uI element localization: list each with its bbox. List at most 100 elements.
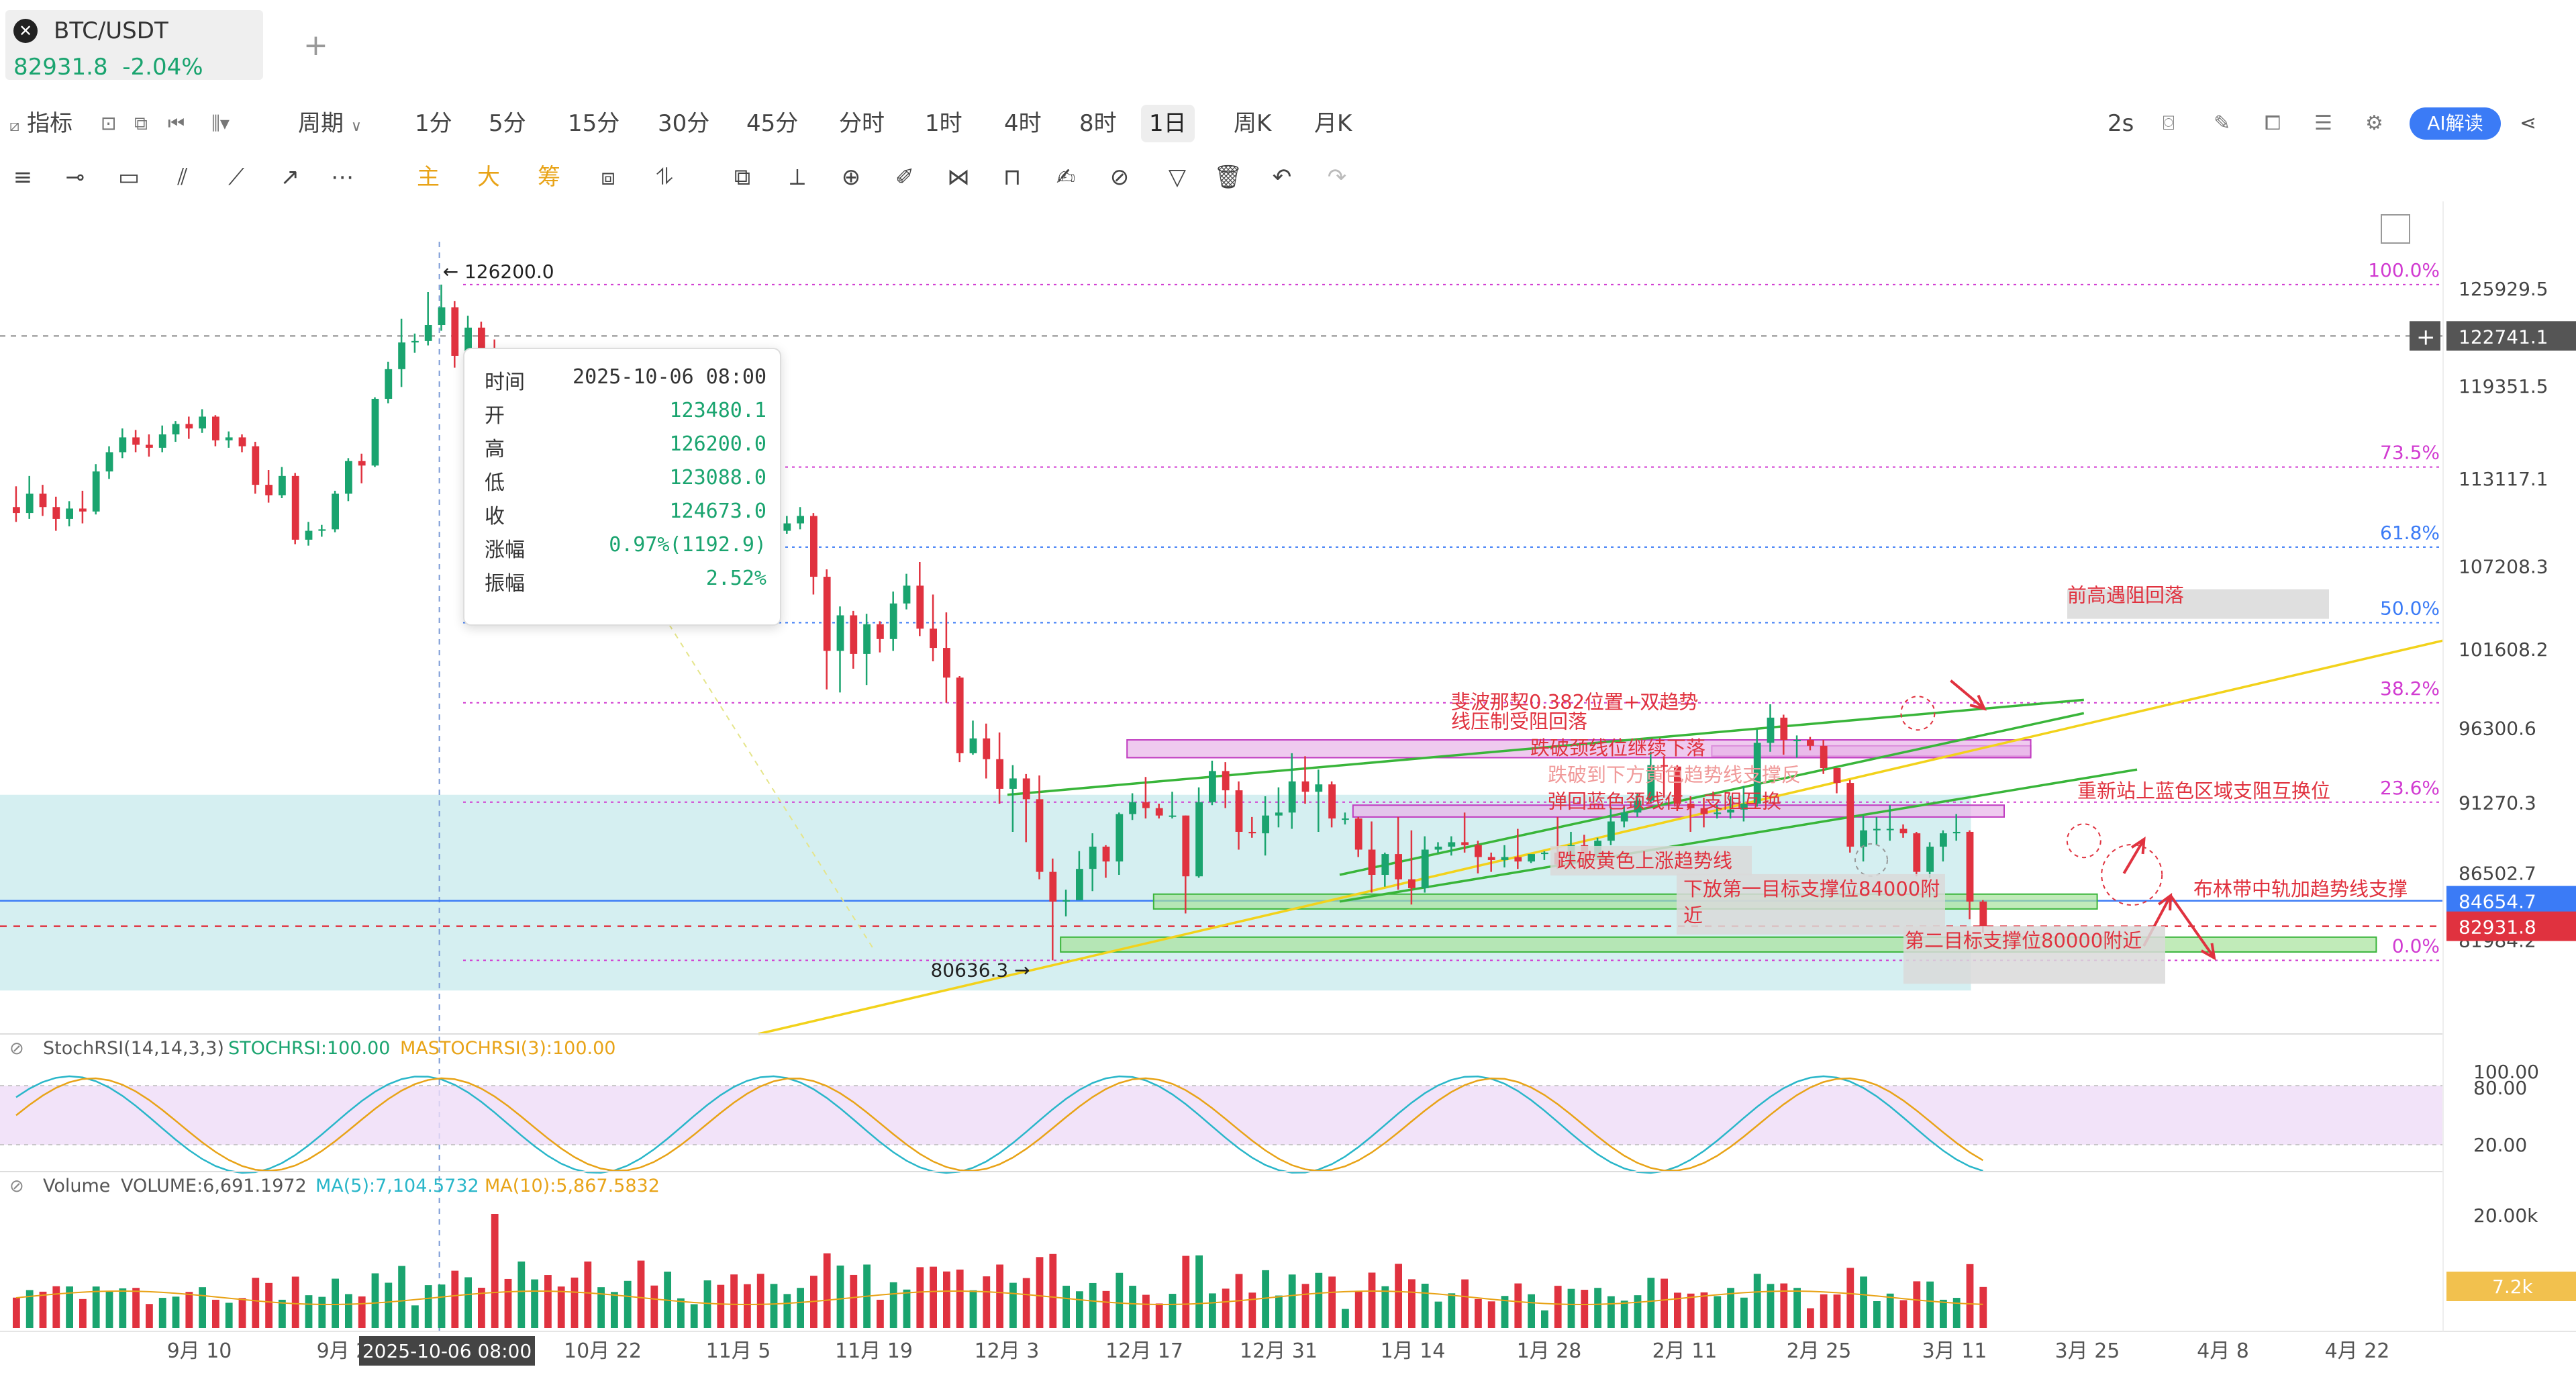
chart-canvas[interactable]: 100.0% 73.5% 61.8% 50.0% 38.2% 23.6% 0.0% ← 126…: [0, 201, 2576, 1373]
candle-body: [1301, 781, 1309, 792]
x-axis-tick: 11月 5: [706, 1339, 771, 1363]
candle-body: [305, 530, 313, 540]
candle-body: [1926, 847, 1934, 872]
zoom-icon[interactable]: ⊕: [841, 164, 861, 191]
period-10[interactable]: 1日: [1141, 105, 1195, 142]
volume-bar: [385, 1282, 393, 1328]
horizontal-ray-icon[interactable]: ⊸: [65, 164, 85, 191]
volume-bar: [744, 1284, 751, 1328]
rectangle-icon[interactable]: ▭: [117, 164, 140, 191]
volume-bar: [1528, 1294, 1535, 1328]
candle-style-icon[interactable]: ⫼▾: [211, 112, 230, 134]
candle-body: [1952, 831, 1961, 834]
candle-body: [1541, 852, 1548, 855]
period-3[interactable]: 15分: [568, 110, 620, 137]
magnet-icon[interactable]: ⧈: [601, 164, 615, 191]
replay-icon[interactable]: ⏮: [168, 112, 185, 134]
volume-bar: [996, 1264, 1003, 1328]
trend-line-icon[interactable]: ⟋: [228, 164, 244, 191]
candle-body: [1328, 784, 1336, 819]
volume-bar: [1301, 1284, 1309, 1328]
x-axis-tick: 4月 22: [2325, 1339, 2390, 1363]
price-axis-tick: 96300.6: [2459, 717, 2536, 739]
period-8[interactable]: 4时: [1004, 110, 1042, 137]
candle-body: [1753, 743, 1761, 804]
period-9[interactable]: 8时: [1079, 110, 1117, 137]
fib-label: 23.6%: [2380, 777, 2440, 799]
period-2[interactable]: 5分: [489, 110, 526, 137]
period-1[interactable]: 1分: [415, 110, 452, 137]
tooltip-key: 涨幅: [485, 538, 525, 562]
volume-bar: [677, 1298, 685, 1328]
period-12[interactable]: 月K: [1314, 110, 1352, 137]
measure-icon[interactable]: ⥮: [656, 164, 673, 191]
chip-distribution-toggle[interactable]: 筹: [538, 164, 560, 191]
candle-body: [810, 516, 818, 577]
share-icon[interactable]: ⋖: [2520, 111, 2537, 135]
candle-body: [238, 437, 246, 446]
period-7[interactable]: 1时: [925, 110, 962, 137]
symbol-tab[interactable]: [5, 10, 263, 80]
candle-body: [1408, 879, 1416, 888]
candle-body: [185, 424, 193, 429]
pen-icon[interactable]: ✎: [2214, 111, 2231, 135]
candle-body: [889, 603, 897, 639]
redo-icon[interactable]: ↷: [1327, 164, 1347, 191]
stoch-d-value: MASTOCHRSI(3):100.00: [400, 1038, 615, 1059]
candle-body: [1315, 784, 1323, 792]
refresh-interval[interactable]: 2s: [2108, 110, 2134, 137]
add-tab-button[interactable]: +: [303, 28, 328, 62]
ray-icon[interactable]: ↗: [280, 164, 300, 191]
annotation-text: 近: [1683, 904, 1703, 927]
volume-bar: [1022, 1278, 1030, 1328]
copy-icon[interactable]: ⧉: [734, 164, 751, 191]
candle-body: [66, 508, 73, 519]
period-4[interactable]: 30分: [658, 110, 710, 137]
menu-icon[interactable]: ≡: [13, 164, 33, 191]
volume-bar: [1807, 1308, 1814, 1328]
candle-body: [943, 648, 950, 678]
tooltip-value: 123480.1: [669, 399, 767, 422]
line-price-label: 84654.7: [2459, 891, 2536, 913]
filter-icon[interactable]: ▽: [1168, 164, 1187, 191]
candle-body: [1182, 815, 1190, 877]
camera-icon[interactable]: ⌼: [2163, 111, 2175, 135]
volume-bar: [1740, 1297, 1748, 1328]
list-icon[interactable]: ☰: [2314, 111, 2332, 135]
big-order-toggle[interactable]: 大: [477, 164, 500, 191]
volume-bar: [1408, 1279, 1416, 1328]
delete-icon[interactable]: 🗑: [1213, 164, 1243, 191]
main-indicator-toggle[interactable]: 主: [417, 164, 440, 191]
edit-icon[interactable]: ✍: [1056, 164, 1076, 191]
indicators-button[interactable]: ⧄ 指标: [9, 105, 72, 142]
volume-bar: [438, 1284, 446, 1328]
parallel-channel-icon[interactable]: ⫽: [177, 164, 188, 191]
ruler-icon[interactable]: ⟂: [789, 164, 805, 191]
ai-interpret-button[interactable]: AI解读: [2410, 107, 2501, 140]
volume-bar: [1248, 1292, 1256, 1328]
candle-body: [1022, 778, 1030, 800]
more-tools-icon[interactable]: ⋯: [331, 164, 354, 191]
candle-body: [1116, 814, 1124, 862]
candle-body: [345, 461, 352, 494]
period-6[interactable]: 分时: [839, 110, 885, 137]
volume-bar: [39, 1291, 47, 1328]
layout-icon[interactable]: ⊡: [101, 112, 117, 134]
hide-icon[interactable]: ⊘: [1109, 164, 1130, 191]
pattern-icon[interactable]: ⋈: [947, 164, 970, 191]
period-5[interactable]: 45分: [746, 110, 799, 137]
period-dropdown[interactable]: 周期 ∨: [298, 105, 362, 142]
annotation-text: 第二目标支撑位80000附近: [1905, 929, 2142, 952]
lock-icon[interactable]: ⊓: [1003, 164, 1022, 191]
period-11[interactable]: 周K: [1234, 110, 1272, 137]
fib-label: 73.5%: [2380, 442, 2440, 464]
candle-body: [478, 327, 485, 352]
volume-bar: [1487, 1301, 1495, 1328]
volume-bar: [956, 1269, 964, 1328]
price-axis-tick: 107208.3: [2459, 555, 2548, 577]
brush-icon[interactable]: ✐: [895, 164, 915, 191]
undo-icon[interactable]: ↶: [1272, 164, 1292, 191]
compare-icon[interactable]: ⧉: [134, 112, 148, 134]
settings-gear-icon[interactable]: ⚙: [2365, 111, 2383, 135]
popout-icon[interactable]: ⧠: [2265, 111, 2281, 135]
